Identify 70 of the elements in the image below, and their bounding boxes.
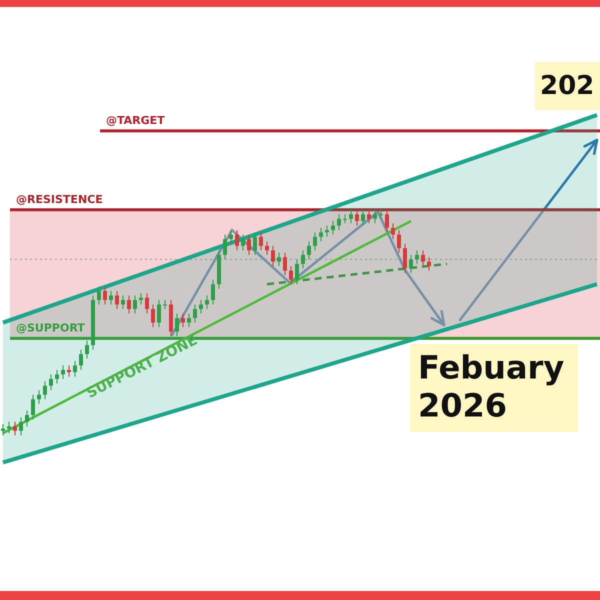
candlestick (43, 380, 47, 400)
annotation: Febuary 2026 (418, 348, 564, 424)
candlestick (355, 209, 359, 226)
candlestick (361, 209, 365, 226)
ref-line-label: @TARGET (106, 114, 166, 128)
candlestick (187, 313, 191, 328)
candlestick (379, 209, 383, 220)
candlestick (343, 214, 347, 224)
candlestick (397, 230, 401, 254)
candlestick (313, 232, 317, 251)
candlestick (79, 349, 83, 370)
candlestick (193, 304, 197, 324)
candlestick (427, 256, 431, 272)
ref-line-label: @RESISTENCE (16, 193, 103, 206)
candlestick (247, 234, 251, 256)
candlestick (109, 290, 113, 306)
candlestick (235, 230, 239, 251)
candlestick (121, 294, 125, 310)
candlestick (127, 294, 131, 314)
candlestick (73, 360, 77, 378)
candlestick (25, 410, 29, 427)
candlestick (283, 252, 287, 276)
text: 202 (540, 70, 594, 101)
candlestick (115, 290, 119, 310)
candlestick (205, 294, 209, 310)
candlestick (151, 304, 155, 328)
candlestick (259, 232, 263, 251)
candlestick (415, 250, 419, 264)
candlestick (331, 220, 335, 236)
candlestick (139, 292, 143, 306)
candlestick (265, 240, 269, 256)
candlestick (13, 421, 17, 436)
candlestick (403, 243, 407, 274)
candlestick (199, 300, 203, 314)
candlestick (253, 232, 257, 256)
candlestick (97, 286, 101, 306)
candlestick (1, 424, 5, 436)
ref-line-label: @SUPPORT (16, 322, 86, 335)
candlestick (229, 230, 233, 244)
candlestick (421, 250, 425, 267)
candlestick (49, 374, 53, 391)
candlestick (61, 364, 65, 380)
candlestick (325, 225, 329, 238)
candlestick (295, 258, 299, 285)
candlestick (307, 240, 311, 260)
candlestick (277, 252, 281, 267)
candlestick (349, 209, 353, 224)
candlestick (37, 390, 41, 404)
candlestick (301, 250, 305, 269)
candlestick (409, 254, 413, 274)
candlestick (373, 209, 377, 224)
candlestick (181, 313, 185, 328)
candlestick (385, 209, 389, 233)
candlestick (241, 234, 245, 251)
candlestick (145, 292, 149, 314)
candlestick (19, 416, 23, 436)
candlestick (133, 294, 137, 314)
candlestick (31, 394, 35, 420)
candlestick (337, 214, 341, 231)
candlestick (157, 300, 161, 328)
candlestick (103, 286, 107, 306)
candlestick (55, 369, 59, 384)
candlestick (163, 300, 167, 310)
candlestick (367, 209, 371, 224)
candlestick (319, 227, 323, 242)
candlestick (223, 234, 227, 260)
candlestick (391, 222, 395, 240)
candlestick (271, 245, 275, 267)
candlestick (211, 279, 215, 306)
candlestick (289, 266, 293, 285)
